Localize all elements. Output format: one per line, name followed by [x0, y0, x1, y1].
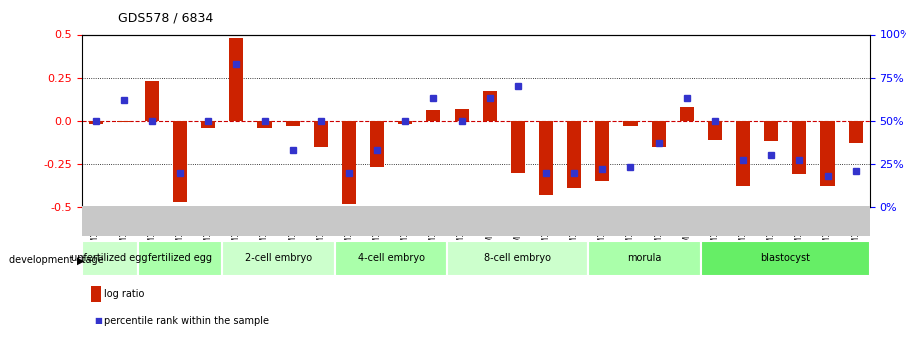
Text: log ratio: log ratio — [104, 289, 145, 299]
Bar — [427, 110, 440, 121]
Bar — [201, 121, 216, 128]
Bar — [138, 241, 222, 276]
Bar — [511, 121, 525, 172]
Bar — [588, 241, 701, 276]
Bar — [623, 121, 638, 126]
Text: ▶: ▶ — [77, 256, 84, 265]
Bar — [229, 38, 244, 121]
Bar — [335, 241, 448, 276]
Bar — [849, 121, 863, 143]
Text: GDS578 / 6834: GDS578 / 6834 — [118, 11, 213, 24]
Text: morula: morula — [627, 253, 661, 263]
Bar — [455, 109, 468, 121]
Bar — [399, 121, 412, 124]
Bar — [539, 121, 553, 195]
Bar — [680, 107, 694, 121]
Bar — [145, 81, 159, 121]
Bar — [708, 121, 722, 140]
Bar — [222, 241, 335, 276]
Text: fertilized egg: fertilized egg — [148, 253, 212, 263]
Text: development stage: development stage — [9, 256, 103, 265]
Bar — [821, 121, 834, 186]
Text: 4-cell embryo: 4-cell embryo — [358, 253, 425, 263]
Bar — [257, 121, 272, 128]
Text: percentile rank within the sample: percentile rank within the sample — [104, 316, 269, 326]
Bar — [483, 91, 496, 121]
Bar — [89, 121, 102, 124]
Bar — [342, 121, 356, 204]
Bar — [701, 241, 870, 276]
Bar — [448, 241, 588, 276]
Bar — [793, 121, 806, 174]
Bar — [764, 121, 778, 141]
Bar — [651, 121, 666, 147]
Bar — [595, 121, 610, 181]
Text: unfertilized egg: unfertilized egg — [72, 253, 148, 263]
Bar — [117, 121, 130, 122]
Bar — [370, 121, 384, 167]
Bar — [173, 121, 188, 202]
Bar — [567, 121, 582, 188]
Text: 2-cell embryo: 2-cell embryo — [245, 253, 313, 263]
Bar — [313, 121, 328, 147]
Text: ■: ■ — [94, 316, 102, 325]
Text: 8-cell embryo: 8-cell embryo — [485, 253, 552, 263]
Bar — [82, 241, 138, 276]
Text: blastocyst: blastocyst — [760, 253, 810, 263]
Bar — [736, 121, 750, 186]
Bar — [285, 121, 300, 126]
